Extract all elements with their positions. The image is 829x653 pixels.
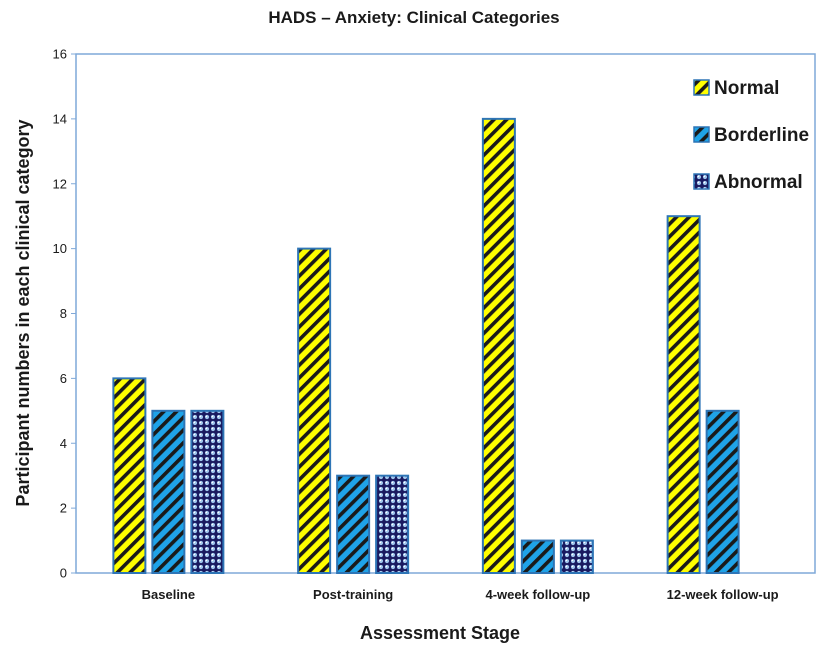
y-axis: 0 2 4 6 8 10 12 14 16 [53,47,76,581]
legend-label-abnormal: Abnormal [714,172,803,193]
legend-swatch-abnormal [693,173,710,190]
bar-borderline-1 [336,474,371,574]
legend-swatch-borderline [693,126,710,143]
x-category-label: Baseline [142,587,195,602]
chart-title: HADS – Anxiety: Clinical Categories [268,8,559,27]
legend-label-normal: Normal [714,78,779,99]
x-category-label: 4-week follow-up [486,587,591,602]
bar-borderline-0 [151,409,186,574]
x-axis-title: Assessment Stage [360,623,520,643]
bar-abnormal-0 [190,409,225,574]
y-tick-label: 16 [53,47,67,62]
bar-abnormal-1 [375,474,410,574]
y-tick-label: 6 [60,371,67,386]
bar-borderline-2 [520,539,555,574]
legend: Normal Borderline Abnormal [693,78,809,193]
bar-abnormal-2 [559,539,594,574]
x-category-label: 12-week follow-up [667,587,779,602]
y-tick-label: 4 [60,436,67,451]
bar-series [112,117,740,574]
y-tick-label: 0 [60,566,67,581]
bar-normal-0 [112,377,147,574]
bar-borderline-3 [705,409,740,574]
y-axis-title: Participant numbers in each clinical cat… [13,119,33,506]
legend-label-borderline: Borderline [714,125,809,146]
bar-normal-2 [481,117,516,574]
x-axis: Baseline Post-training 4-week follow-up 12-… [142,587,779,602]
y-tick-label: 14 [53,111,67,126]
y-tick-label: 10 [53,241,67,256]
y-tick-label: 12 [53,176,67,191]
legend-swatch-normal [693,79,710,96]
bar-normal-1 [297,247,332,574]
y-tick-label: 8 [60,306,67,321]
y-tick-label: 2 [60,501,67,516]
bar-normal-3 [666,215,701,574]
x-category-label: Post-training [313,587,393,602]
